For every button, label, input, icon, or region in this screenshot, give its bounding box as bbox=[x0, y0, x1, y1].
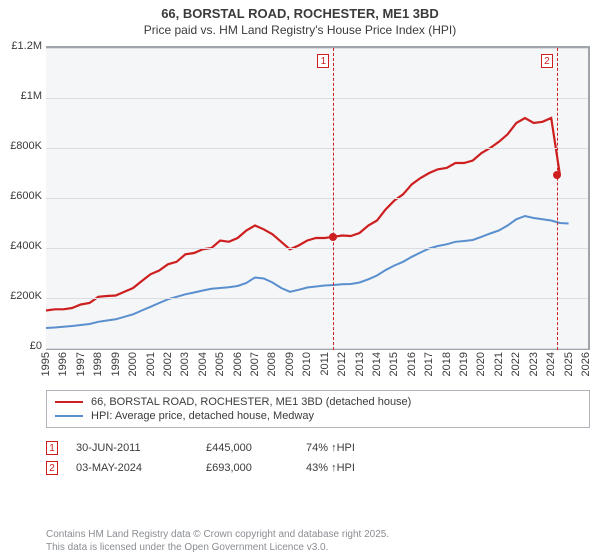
marker-dot bbox=[329, 233, 337, 241]
x-tick-label: 2021 bbox=[493, 352, 505, 376]
x-tick-label: 1996 bbox=[57, 352, 69, 376]
grid-line bbox=[46, 298, 588, 299]
x-tick-label: 2022 bbox=[510, 352, 522, 376]
x-tick-label: 1998 bbox=[92, 352, 104, 376]
legend-container: 66, BORSTAL ROAD, ROCHESTER, ME1 3BD (de… bbox=[46, 390, 590, 478]
x-tick-label: 2026 bbox=[580, 352, 592, 376]
y-tick-label: £0 bbox=[0, 340, 42, 352]
sale-row: 2 03-MAY-2024£693,00043% HPI bbox=[46, 458, 590, 478]
chart-plot-area: 12 bbox=[46, 46, 590, 350]
footer-line2: This data is licensed under the Open Gov… bbox=[46, 541, 389, 554]
x-tick-label: 2017 bbox=[423, 352, 435, 376]
chart-title-line1: 66, BORSTAL ROAD, ROCHESTER, ME1 3BD bbox=[0, 0, 600, 23]
legend-item-blue: HPI: Average price, detached house, Medw… bbox=[55, 409, 581, 423]
grid-line bbox=[46, 148, 588, 149]
x-tick-label: 2023 bbox=[528, 352, 540, 376]
x-tick-label: 2025 bbox=[563, 352, 575, 376]
x-tick-label: 2016 bbox=[406, 352, 418, 376]
sale-row: 1 30-JUN-2011£445,00074% HPI bbox=[46, 438, 590, 458]
y-tick-label: £600K bbox=[0, 190, 42, 202]
legend-label-blue: HPI: Average price, detached house, Medw… bbox=[91, 410, 314, 422]
arrow-up-icon bbox=[331, 442, 337, 454]
x-tick-label: 2020 bbox=[475, 352, 487, 376]
sale-marker-box: 1 bbox=[46, 441, 58, 455]
sale-hpi: 43% HPI bbox=[306, 462, 406, 474]
legend-box: 66, BORSTAL ROAD, ROCHESTER, ME1 3BD (de… bbox=[46, 390, 590, 428]
x-tick-label: 2024 bbox=[545, 352, 557, 376]
y-tick-label: £1M bbox=[0, 90, 42, 102]
legend-item-red: 66, BORSTAL ROAD, ROCHESTER, ME1 3BD (de… bbox=[55, 395, 581, 409]
marker-vline bbox=[557, 48, 558, 350]
x-tick-label: 2010 bbox=[301, 352, 313, 376]
x-tick-label: 2018 bbox=[441, 352, 453, 376]
x-tick-label: 1999 bbox=[110, 352, 122, 376]
grid-line bbox=[46, 48, 588, 49]
sale-rows: 1 30-JUN-2011£445,00074% HPI 2 03-MAY-2024£… bbox=[46, 438, 590, 478]
arrow-up-icon bbox=[331, 462, 337, 474]
sale-date: 03-MAY-2024 bbox=[76, 462, 206, 474]
x-tick-label: 2004 bbox=[197, 352, 209, 376]
series-line bbox=[46, 118, 560, 311]
y-tick-label: £200K bbox=[0, 290, 42, 302]
sale-marker-box: 2 bbox=[46, 461, 58, 475]
marker-number-box: 1 bbox=[317, 54, 329, 68]
grid-line bbox=[46, 248, 588, 249]
legend-swatch-blue bbox=[55, 415, 83, 417]
x-tick-label: 1997 bbox=[75, 352, 87, 376]
x-tick-label: 2011 bbox=[319, 352, 331, 376]
x-tick-label: 2008 bbox=[266, 352, 278, 376]
x-tick-label: 2009 bbox=[284, 352, 296, 376]
y-tick-label: £400K bbox=[0, 240, 42, 252]
x-tick-label: 2014 bbox=[371, 352, 383, 376]
footer-line1: Contains HM Land Registry data © Crown c… bbox=[46, 528, 389, 541]
y-tick-label: £800K bbox=[0, 140, 42, 152]
x-tick-label: 1995 bbox=[40, 352, 52, 376]
x-tick-label: 2007 bbox=[249, 352, 261, 376]
x-tick-label: 2019 bbox=[458, 352, 470, 376]
x-tick-label: 2005 bbox=[214, 352, 226, 376]
x-tick-label: 2013 bbox=[354, 352, 366, 376]
grid-line bbox=[46, 198, 588, 199]
marker-number-box: 2 bbox=[541, 54, 553, 68]
marker-vline bbox=[333, 48, 334, 350]
marker-dot bbox=[553, 171, 561, 179]
x-tick-label: 2000 bbox=[127, 352, 139, 376]
sale-date: 30-JUN-2011 bbox=[76, 442, 206, 454]
grid-line bbox=[46, 98, 588, 99]
x-tick-label: 2003 bbox=[179, 352, 191, 376]
legend-label-red: 66, BORSTAL ROAD, ROCHESTER, ME1 3BD (de… bbox=[91, 396, 411, 408]
y-tick-label: £1.2M bbox=[0, 40, 42, 52]
legend-swatch-red bbox=[55, 401, 83, 403]
grid-line bbox=[46, 348, 588, 349]
series-line bbox=[46, 216, 569, 328]
sale-price: £445,000 bbox=[206, 442, 306, 454]
x-tick-label: 2002 bbox=[162, 352, 174, 376]
x-tick-label: 2006 bbox=[232, 352, 244, 376]
x-tick-label: 2015 bbox=[388, 352, 400, 376]
x-tick-label: 2012 bbox=[336, 352, 348, 376]
chart-title-line2: Price paid vs. HM Land Registry's House … bbox=[0, 23, 600, 41]
sale-price: £693,000 bbox=[206, 462, 306, 474]
footer-attribution: Contains HM Land Registry data © Crown c… bbox=[46, 528, 389, 554]
sale-hpi: 74% HPI bbox=[306, 442, 406, 454]
x-tick-label: 2001 bbox=[145, 352, 157, 376]
